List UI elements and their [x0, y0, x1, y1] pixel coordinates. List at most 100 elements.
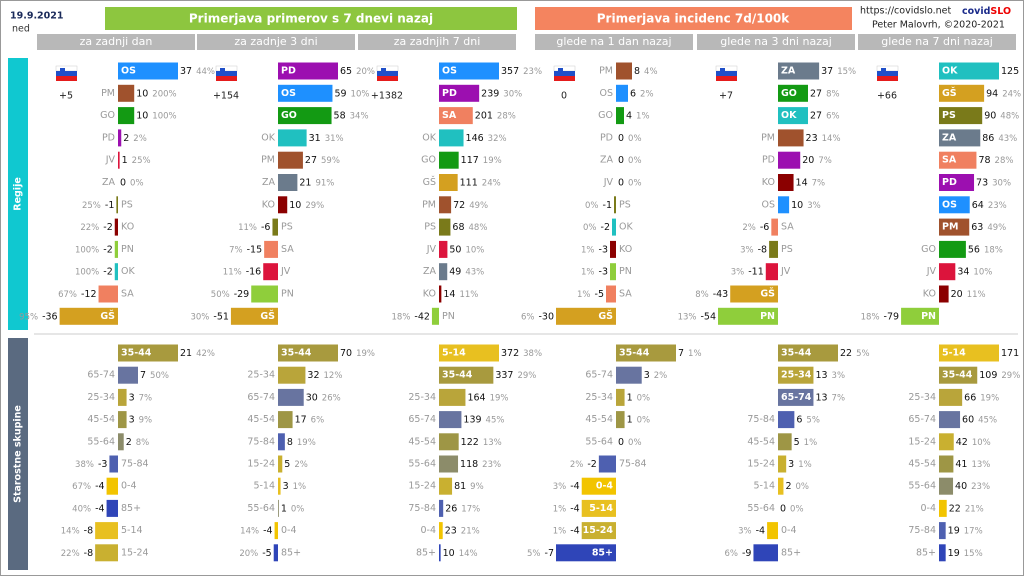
value-label: 3 2% — [644, 370, 668, 381]
percent: 15% — [964, 548, 983, 558]
value-label: 20% -5 — [239, 547, 271, 558]
bar — [274, 522, 278, 540]
bar — [439, 240, 448, 258]
value: 10 — [136, 110, 148, 121]
value: 7 — [140, 370, 146, 381]
bar — [439, 218, 451, 236]
value-label: 23 21% — [445, 525, 480, 536]
group-title: Primerjava primerov s 7 dnevi nazaj — [189, 12, 433, 26]
category-label: SA — [619, 289, 632, 300]
category-label: 35-44 — [442, 370, 473, 381]
value-label: 0 0% — [618, 155, 642, 166]
bar — [118, 433, 124, 451]
percent: 1% — [577, 290, 591, 300]
bar — [439, 196, 452, 214]
flag-stripe — [877, 71, 898, 76]
category-label: PS — [619, 199, 631, 210]
value-label: 90 48% — [984, 110, 1019, 121]
value: 19 — [948, 525, 960, 536]
value-label: 337 29% — [495, 370, 536, 381]
bar — [581, 499, 616, 517]
percent: 100% — [75, 245, 99, 255]
category-label: 65-74 — [781, 392, 812, 403]
percent: 6% — [311, 415, 325, 425]
bar — [264, 240, 278, 258]
percent: 13% — [971, 460, 990, 470]
value-label: 239 30% — [481, 88, 522, 99]
value-label: 22% -2 — [80, 222, 112, 233]
value-label: 18% -79 — [861, 311, 899, 322]
flag-stripe — [553, 65, 576, 72]
brand-b: SLO — [990, 6, 1011, 17]
percent: 1% — [581, 267, 595, 277]
value-label: 0 0% — [780, 503, 804, 514]
section-label: Starostne skupine — [13, 405, 24, 503]
percent: 28% — [995, 156, 1014, 166]
percent: 24% — [482, 178, 501, 188]
percent: 3% — [832, 371, 846, 381]
percent: 34% — [350, 111, 369, 121]
percent: 23% — [523, 67, 542, 77]
percent: 48% — [469, 223, 488, 233]
flag-shield — [720, 68, 725, 75]
value-label: 5 2% — [284, 459, 308, 470]
bar — [431, 307, 439, 325]
column-header: glede na 3 dni nazaj — [720, 35, 832, 48]
value: -6 — [261, 222, 270, 233]
value: 5 — [284, 459, 290, 470]
percent: 22% — [61, 548, 80, 558]
value: -29 — [234, 289, 250, 300]
value-label: 357 23% — [501, 66, 542, 77]
category-label: PS — [781, 244, 793, 255]
value: 22 — [840, 348, 852, 359]
value-label: 11% -16 — [223, 266, 261, 277]
category-label: OS — [761, 199, 775, 210]
date: 19.9.2021 — [10, 11, 64, 22]
category-label: 45-54 — [908, 459, 936, 470]
value-label: 30% -51 — [190, 311, 228, 322]
bar — [118, 151, 120, 169]
bar — [278, 455, 283, 473]
category-label: 75-84 — [121, 459, 149, 470]
bar — [778, 433, 792, 451]
bar — [106, 477, 118, 495]
value-label: 0 0% — [618, 177, 642, 188]
category-label: PD — [942, 177, 957, 188]
value: 58 — [334, 110, 346, 121]
percent: 3% — [731, 267, 745, 277]
percent: 17% — [461, 504, 480, 514]
value-label: 94 24% — [986, 88, 1021, 99]
category-label: OS — [442, 66, 457, 77]
bar — [439, 433, 459, 451]
category-label: 5-14 — [442, 348, 466, 359]
category-label: 85+ — [781, 547, 801, 558]
category-label: 55-64 — [87, 436, 115, 447]
value: 2 — [123, 132, 129, 143]
value: 111 — [460, 177, 478, 188]
bar — [439, 366, 494, 384]
category-label: 85+ — [592, 547, 613, 558]
value-label: 0% -2 — [583, 222, 610, 233]
value: 139 — [463, 414, 481, 425]
value-label: 67% -12 — [58, 289, 96, 300]
value: -43 — [713, 289, 729, 300]
value: 118 — [460, 459, 478, 470]
value-label: 6% -30 — [521, 311, 554, 322]
bar — [778, 129, 804, 147]
percent: 10% — [973, 267, 992, 277]
value-label: 81 9% — [454, 481, 484, 492]
value-label: 10 3% — [791, 199, 821, 210]
bar — [753, 544, 778, 562]
value: 27 — [810, 110, 822, 121]
value: 6 — [796, 414, 802, 425]
bar — [778, 366, 814, 384]
percent: 67% — [72, 482, 91, 492]
value: 30 — [306, 392, 318, 403]
category-label: KO — [262, 199, 275, 210]
value: 125 — [1001, 66, 1019, 77]
bar — [939, 263, 956, 281]
value-label: 34 10% — [957, 266, 992, 277]
value-label: 122 13% — [461, 436, 502, 447]
value: 171 — [1001, 348, 1019, 359]
value: 337 — [495, 370, 513, 381]
